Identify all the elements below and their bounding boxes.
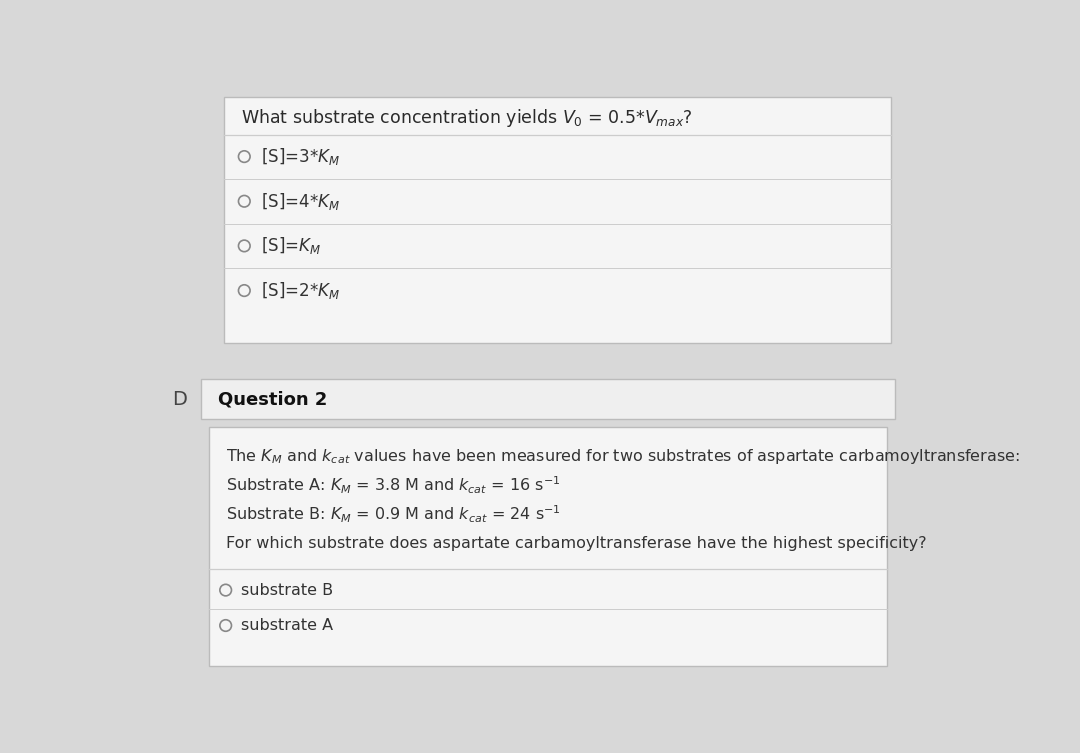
Text: substrate B: substrate B	[241, 583, 334, 598]
Bar	[208, 427, 887, 666]
Text: D: D	[172, 389, 187, 409]
Text: Question 2: Question 2	[218, 390, 327, 408]
Text: [S]=4*$K_M$: [S]=4*$K_M$	[261, 191, 340, 212]
Text: Substrate A: $K_M$ = 3.8 M and $k_{cat}$ = 16 s$^{-1}$: Substrate A: $K_M$ = 3.8 M and $k_{cat}$…	[226, 474, 561, 496]
Text: substrate A: substrate A	[241, 618, 334, 633]
Text: [S]=$K_M$: [S]=$K_M$	[261, 236, 322, 257]
Text: For which substrate does aspartate carbamoyltransferase have the highest specifi: For which substrate does aspartate carba…	[226, 536, 927, 551]
Text: [S]=2*$K_M$: [S]=2*$K_M$	[261, 280, 340, 301]
Bar	[225, 96, 891, 343]
Text: The $K_M$ and $k_{cat}$ values have been measured for two substrates of aspartat: The $K_M$ and $k_{cat}$ values have been…	[226, 447, 1020, 465]
Bar	[201, 379, 894, 419]
Text: Substrate B: $K_M$ = 0.9 M and $k_{cat}$ = 24 s$^{-1}$: Substrate B: $K_M$ = 0.9 M and $k_{cat}$…	[226, 504, 561, 526]
Text: [S]=3*$K_M$: [S]=3*$K_M$	[261, 146, 340, 167]
Text: What substrate concentration yields $V_0$ = 0.5*$V_{max}$?: What substrate concentration yields $V_0…	[241, 107, 693, 129]
